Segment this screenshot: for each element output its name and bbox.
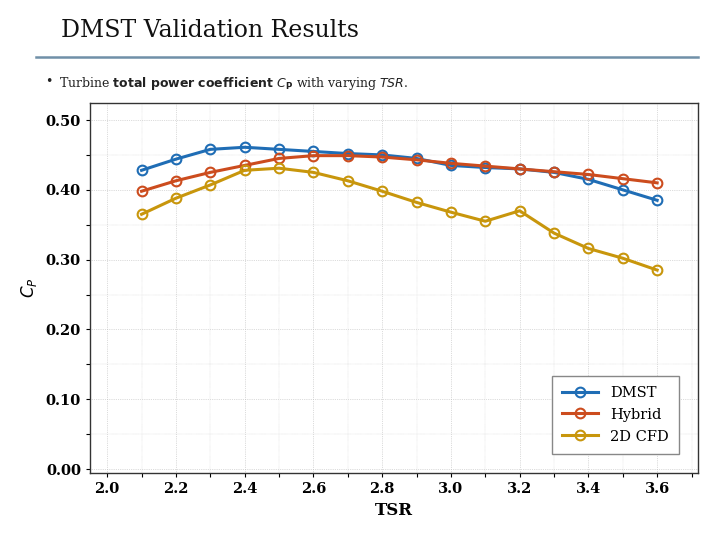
2D CFD <box>584 245 593 252</box>
DMST <box>618 187 627 193</box>
Hybrid <box>206 169 215 176</box>
Hybrid <box>549 168 558 175</box>
Hybrid <box>171 178 180 184</box>
DMST <box>653 197 662 204</box>
Hybrid <box>584 171 593 178</box>
2D CFD <box>343 178 352 184</box>
2D CFD <box>653 267 662 273</box>
Hybrid <box>138 188 146 194</box>
Text: •: • <box>45 75 52 87</box>
2D CFD <box>618 255 627 261</box>
DMST <box>206 146 215 153</box>
DMST <box>378 152 387 158</box>
Hybrid <box>481 163 490 170</box>
2D CFD <box>378 188 387 194</box>
Hybrid <box>309 152 318 159</box>
Hybrid <box>240 162 249 168</box>
DMST <box>240 144 249 151</box>
2D CFD <box>275 165 284 171</box>
DMST <box>516 166 524 172</box>
2D CFD <box>413 199 421 206</box>
2D CFD <box>309 169 318 176</box>
Line: DMST: DMST <box>137 143 662 205</box>
2D CFD <box>481 218 490 225</box>
Y-axis label: $C_P$: $C_P$ <box>19 277 39 298</box>
Hybrid <box>618 176 627 182</box>
DMST <box>413 155 421 161</box>
Hybrid <box>343 152 352 159</box>
DMST <box>481 164 490 171</box>
Hybrid <box>378 154 387 160</box>
Text: Turbine $\mathbf{total\ power\ coefficient}$ $C_{\mathbf{P}}$ with varying $\mat: Turbine $\mathbf{total\ power\ coefficie… <box>59 75 408 91</box>
DMST <box>171 156 180 163</box>
2D CFD <box>240 167 249 173</box>
DMST <box>275 146 284 153</box>
DMST <box>446 162 455 168</box>
Hybrid <box>275 155 284 161</box>
2D CFD <box>171 195 180 201</box>
DMST <box>138 167 146 173</box>
2D CFD <box>206 182 215 188</box>
2D CFD <box>138 211 146 218</box>
2D CFD <box>549 230 558 237</box>
Hybrid <box>413 157 421 163</box>
Line: 2D CFD: 2D CFD <box>137 163 662 275</box>
2D CFD <box>446 209 455 215</box>
DMST <box>549 169 558 176</box>
DMST <box>584 176 593 183</box>
X-axis label: TSR: TSR <box>375 503 413 519</box>
2D CFD <box>516 207 524 214</box>
Line: Hybrid: Hybrid <box>137 151 662 196</box>
DMST <box>343 150 352 157</box>
Hybrid <box>653 180 662 186</box>
Legend: DMST, Hybrid, 2D CFD: DMST, Hybrid, 2D CFD <box>552 375 679 454</box>
Hybrid <box>446 160 455 166</box>
Text: DMST Validation Results: DMST Validation Results <box>61 19 359 42</box>
DMST <box>309 148 318 154</box>
Hybrid <box>516 166 524 172</box>
